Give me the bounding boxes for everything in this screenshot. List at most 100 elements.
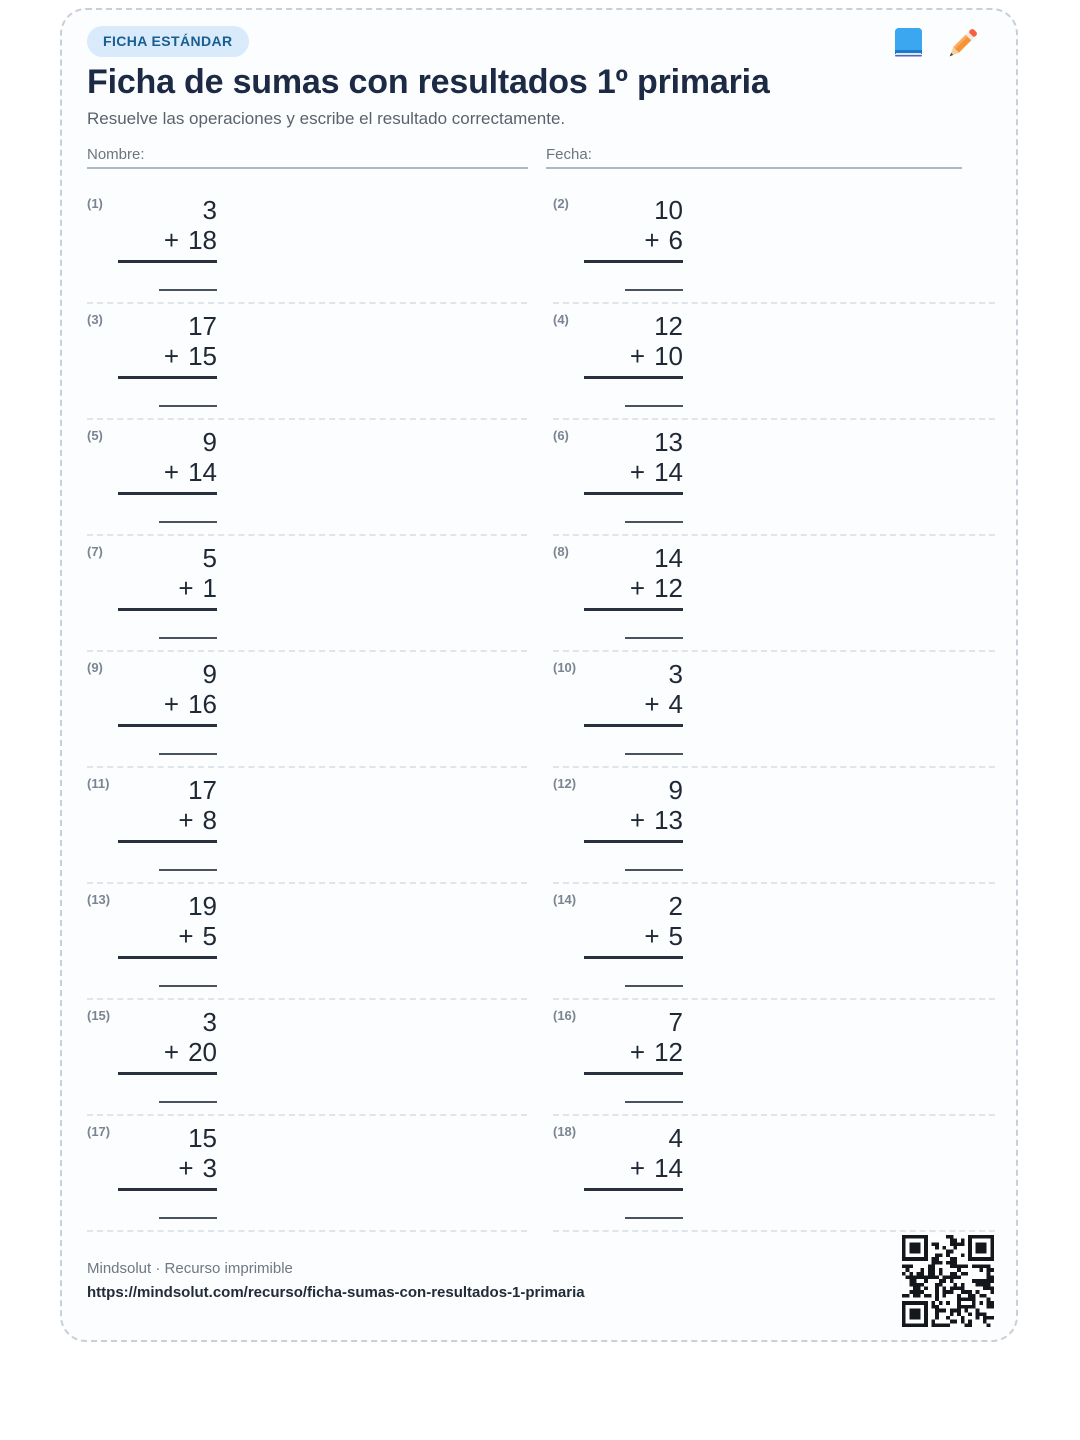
- resource-url[interactable]: https://mindsolut.com/recurso/ficha-suma…: [87, 1284, 585, 1302]
- problem-cell: (7) 5 +1: [87, 536, 527, 653]
- operand-bottom: 1: [202, 573, 217, 604]
- sum-line: [118, 840, 217, 844]
- problem-number: (11): [87, 776, 110, 792]
- problem-cell: (18) 4 +14: [553, 1116, 995, 1233]
- operand-top: 3: [202, 1007, 217, 1038]
- problem-cell: (15) 3 +20: [87, 1000, 527, 1117]
- problems-grid: (1) 3 +18 (2) 10 +6 (3) 17 +15 (4) 12 +10 (5) 9 +14 (6)…: [87, 188, 995, 1233]
- sum-line: [118, 492, 217, 496]
- problem-number: (6): [553, 428, 569, 444]
- sum-line: [118, 608, 217, 612]
- answer-blank: [159, 405, 217, 408]
- problem-operation: 3 +18: [87, 195, 217, 292]
- problem-number: (13): [87, 892, 111, 908]
- problem-cell: (10) 3 +4: [553, 652, 995, 769]
- pencil-icon: [940, 24, 982, 71]
- operand-top: 15: [188, 1123, 217, 1154]
- operand-top: 9: [668, 775, 683, 806]
- page-subtitle: Resuelve las operaciones y escribe el re…: [87, 109, 566, 129]
- plus-sign: +: [629, 1037, 646, 1068]
- answer-blank: [625, 289, 683, 292]
- name-line: [87, 166, 528, 170]
- problem-operation: 2 +5: [553, 891, 683, 988]
- answer-blank: [159, 869, 217, 872]
- problem-operation: 19 +5: [87, 891, 217, 988]
- problem-cell: (11) 17 +8: [87, 768, 527, 885]
- operand-bottom: 8: [202, 805, 217, 836]
- plus-sign: +: [178, 805, 194, 836]
- answer-blank: [625, 1101, 683, 1104]
- sum-line: [118, 1072, 217, 1076]
- operand-top: 10: [654, 195, 683, 226]
- answer-blank: [159, 753, 217, 756]
- problem-cell: (17) 15 +3: [87, 1116, 527, 1233]
- date-field: Fecha:: [546, 146, 962, 170]
- operand-top: 9: [202, 659, 217, 690]
- problem-operation: 12 +10: [553, 311, 683, 408]
- problem-number: (16): [553, 1008, 577, 1024]
- worksheet-card: FICHA ESTÁNDAR Ficha de sumas con result…: [60, 8, 1018, 1342]
- answer-blank: [625, 869, 683, 872]
- operand-top: 7: [668, 1007, 683, 1038]
- problem-operation: 9 +16: [87, 659, 217, 756]
- problem-operation: 15 +3: [87, 1123, 217, 1220]
- problem-cell: (14) 2 +5: [553, 884, 995, 1001]
- sum-line: [584, 1072, 683, 1076]
- sum-line: [118, 260, 217, 264]
- problem-cell: (2) 10 +6: [553, 188, 995, 305]
- operand-top: 19: [188, 891, 217, 922]
- sum-line: [584, 608, 683, 612]
- problem-operation: 9 +14: [87, 427, 217, 524]
- operand-top: 3: [668, 659, 683, 690]
- operand-top: 3: [202, 195, 217, 226]
- operand-top: 12: [654, 311, 683, 342]
- operand-top: 9: [202, 427, 217, 458]
- sum-line: [584, 956, 683, 960]
- plus-sign: +: [163, 341, 180, 372]
- sum-line: [584, 1188, 683, 1192]
- sum-line: [584, 492, 683, 496]
- problem-number: (7): [87, 544, 103, 560]
- operand-bottom: 12: [654, 1037, 683, 1068]
- sum-line: [584, 724, 683, 728]
- problem-number: (8): [553, 544, 569, 560]
- problem-operation: 14 +12: [553, 543, 683, 640]
- plus-sign: +: [629, 573, 646, 604]
- fields-row: Nombre: Fecha:: [87, 146, 994, 170]
- answer-blank: [625, 753, 683, 756]
- problem-operation: 7 +12: [553, 1007, 683, 1104]
- plus-sign: +: [178, 573, 194, 604]
- plus-sign: +: [163, 457, 180, 488]
- operand-top: 17: [188, 775, 217, 806]
- operand-bottom: 3: [202, 1153, 217, 1184]
- sum-line: [118, 376, 217, 380]
- problem-cell: (6) 13 +14: [553, 420, 995, 537]
- plus-sign: +: [178, 921, 194, 952]
- problem-cell: (3) 17 +15: [87, 304, 527, 421]
- plus-sign: +: [629, 457, 646, 488]
- operand-bottom: 6: [668, 225, 683, 256]
- operand-bottom: 10: [654, 341, 683, 372]
- problem-number: (5): [87, 428, 103, 444]
- operand-top: 2: [668, 891, 683, 922]
- operand-top: 14: [654, 543, 683, 574]
- operand-bottom: 20: [188, 1037, 217, 1068]
- operand-bottom: 14: [188, 457, 217, 488]
- operand-bottom: 5: [668, 921, 683, 952]
- badge: FICHA ESTÁNDAR: [87, 26, 249, 57]
- problem-cell: (8) 14 +12: [553, 536, 995, 653]
- problem-operation: 9 +13: [553, 775, 683, 872]
- problem-number: (4): [553, 312, 569, 328]
- answer-blank: [625, 405, 683, 408]
- brand-text: Mindsolut · Recurso imprimible: [87, 1260, 293, 1278]
- problem-operation: 17 +15: [87, 311, 217, 408]
- date-line: [546, 166, 962, 170]
- problem-number: (10): [553, 660, 577, 676]
- plus-sign: +: [163, 225, 180, 256]
- plus-sign: +: [644, 689, 660, 720]
- plus-sign: +: [644, 921, 660, 952]
- answer-blank: [159, 289, 217, 292]
- operand-top: 13: [654, 427, 683, 458]
- date-label: Fecha:: [546, 146, 592, 164]
